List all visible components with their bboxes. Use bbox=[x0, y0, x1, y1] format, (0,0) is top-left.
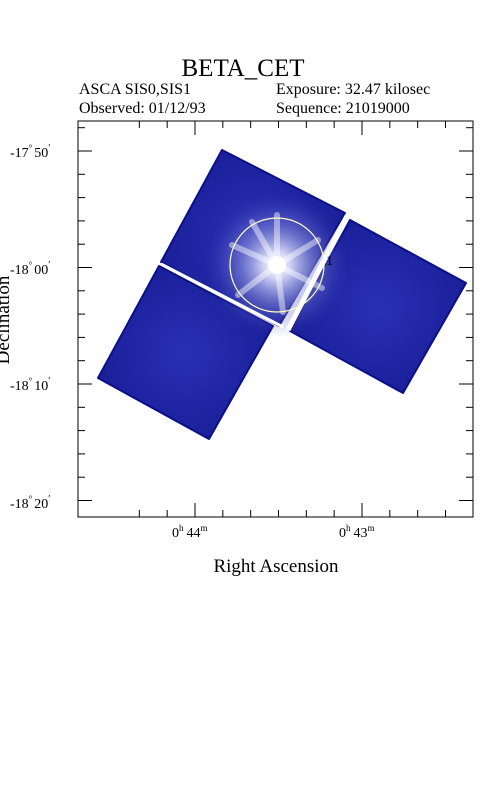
x-tick-label: 0h 43m bbox=[339, 523, 375, 541]
y-tick-label: -18° 20′ bbox=[10, 494, 50, 512]
x-tick-label: 0h 44m bbox=[172, 523, 208, 541]
y-tick-label: -18° 10′ bbox=[10, 376, 50, 394]
x-axis-label: Right Ascension bbox=[213, 556, 339, 577]
y-tick-label: -18° 00′ bbox=[10, 260, 50, 278]
exposure-label: Exposure: 32.47 kilosec bbox=[276, 81, 431, 98]
y-tick-labels: -17° 50′ -18° 00′ -18° 10′ -18° 20′ bbox=[10, 143, 50, 512]
x-tick-labels: 0h 44m 0h 43m bbox=[172, 523, 375, 541]
source-label: 1 bbox=[326, 254, 333, 269]
instrument-label: ASCA SIS0,SIS1 bbox=[79, 81, 192, 98]
y-axis-label: Declination bbox=[0, 275, 14, 364]
observed-label: Observed: 01/12/93 bbox=[79, 100, 206, 117]
image-title: BETA_CET bbox=[181, 55, 305, 82]
plot-frame bbox=[77, 120, 474, 518]
x-ray-source bbox=[205, 193, 349, 337]
source-region-circle bbox=[229, 217, 325, 313]
sequence-label: Sequence: 21019000 bbox=[276, 100, 410, 117]
y-tick-label: -17° 50′ bbox=[10, 143, 50, 161]
